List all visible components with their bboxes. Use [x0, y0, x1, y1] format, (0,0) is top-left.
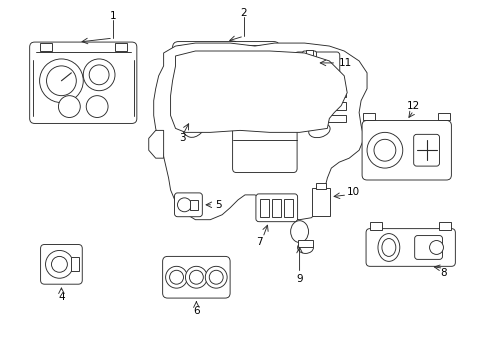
Circle shape — [366, 132, 402, 168]
Circle shape — [234, 55, 273, 95]
Ellipse shape — [377, 234, 399, 261]
Circle shape — [51, 256, 67, 272]
Bar — [439, 222, 450, 230]
Bar — [272, 199, 281, 217]
Text: 11: 11 — [339, 58, 352, 68]
Circle shape — [89, 65, 109, 85]
Bar — [115, 43, 127, 51]
FancyBboxPatch shape — [255, 194, 297, 222]
Circle shape — [209, 270, 223, 284]
Text: 7: 7 — [256, 237, 263, 247]
Ellipse shape — [184, 49, 224, 100]
Circle shape — [205, 266, 226, 288]
Text: 4: 4 — [58, 292, 64, 302]
Text: 2: 2 — [240, 8, 247, 18]
Bar — [327, 114, 346, 122]
Bar — [297, 239, 313, 247]
Circle shape — [177, 198, 191, 212]
Ellipse shape — [189, 55, 219, 95]
Ellipse shape — [297, 242, 313, 253]
Text: 12: 12 — [406, 100, 420, 111]
Ellipse shape — [381, 239, 395, 256]
Bar — [369, 222, 381, 230]
Circle shape — [169, 270, 183, 284]
Bar — [71, 257, 79, 271]
FancyBboxPatch shape — [294, 52, 339, 80]
FancyBboxPatch shape — [174, 193, 202, 217]
Bar — [284, 199, 292, 217]
Circle shape — [241, 62, 266, 88]
FancyBboxPatch shape — [302, 51, 316, 75]
Bar — [327, 89, 346, 96]
Text: 6: 6 — [193, 306, 199, 316]
FancyBboxPatch shape — [172, 41, 279, 116]
Bar — [188, 129, 196, 135]
Bar — [40, 43, 51, 51]
Circle shape — [165, 266, 187, 288]
Circle shape — [59, 96, 80, 117]
Polygon shape — [170, 51, 346, 132]
FancyBboxPatch shape — [30, 42, 137, 123]
Circle shape — [189, 270, 203, 284]
Bar — [260, 199, 269, 217]
Bar — [438, 113, 449, 121]
FancyBboxPatch shape — [361, 121, 450, 180]
Circle shape — [46, 66, 76, 96]
Circle shape — [86, 96, 108, 117]
Ellipse shape — [187, 118, 197, 130]
Bar — [190, 200, 198, 210]
Circle shape — [189, 94, 207, 112]
FancyBboxPatch shape — [232, 108, 297, 172]
Text: 1: 1 — [109, 11, 116, 21]
FancyBboxPatch shape — [413, 134, 439, 166]
Text: 3: 3 — [179, 133, 185, 143]
Circle shape — [40, 59, 83, 103]
Ellipse shape — [181, 94, 209, 138]
FancyBboxPatch shape — [176, 46, 275, 112]
Polygon shape — [148, 130, 163, 158]
Circle shape — [428, 240, 443, 255]
Ellipse shape — [308, 123, 329, 138]
Text: 9: 9 — [296, 274, 302, 284]
Circle shape — [45, 251, 73, 278]
Circle shape — [185, 266, 207, 288]
FancyBboxPatch shape — [414, 235, 442, 260]
Bar — [362, 113, 374, 121]
FancyBboxPatch shape — [163, 256, 230, 298]
Text: 5: 5 — [215, 200, 222, 210]
Circle shape — [373, 139, 395, 161]
Bar — [316, 183, 325, 189]
Bar — [327, 102, 346, 109]
FancyBboxPatch shape — [41, 244, 82, 284]
Text: 10: 10 — [346, 187, 360, 197]
Polygon shape — [153, 43, 366, 220]
Bar — [305, 50, 313, 56]
Bar — [312, 188, 330, 216]
Ellipse shape — [290, 221, 308, 243]
Text: 8: 8 — [439, 268, 446, 278]
FancyBboxPatch shape — [366, 229, 454, 266]
Circle shape — [83, 59, 115, 91]
